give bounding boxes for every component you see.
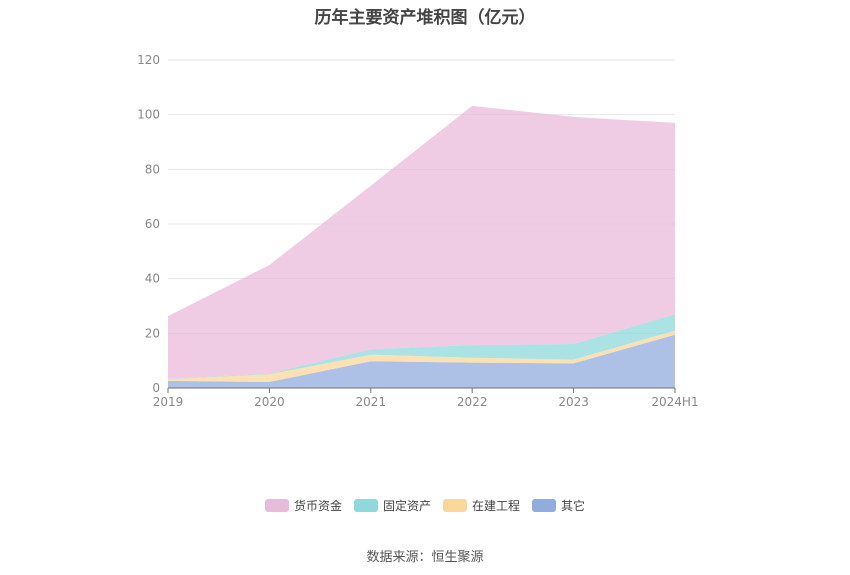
x-tick-label: 2023 xyxy=(558,395,589,409)
x-tick-label: 2024H1 xyxy=(651,395,698,409)
area-series-0 xyxy=(168,334,675,388)
x-tick-label: 2019 xyxy=(153,395,184,409)
legend-item[interactable]: 货币资金 xyxy=(264,497,342,514)
legend-swatch xyxy=(353,499,378,512)
y-tick-label: 60 xyxy=(145,217,160,231)
area-series-1 xyxy=(168,330,675,382)
legend-item[interactable]: 在建工程 xyxy=(443,497,520,514)
legend: 货币资金 固定资产 在建工程 其它 xyxy=(0,497,850,514)
x-tick-label: 2021 xyxy=(356,395,387,409)
legend-label: 货币资金 xyxy=(293,499,342,513)
legend-label: 其它 xyxy=(561,499,586,513)
x-tick-label: 2020 xyxy=(254,395,285,409)
area-series-2 xyxy=(168,314,675,380)
legend-swatch xyxy=(264,499,289,512)
y-tick-label: 80 xyxy=(145,162,160,176)
chart-title: 历年主要资产堆积图（亿元） xyxy=(314,8,536,28)
y-tick-label: 40 xyxy=(145,272,160,286)
legend-label: 固定资产 xyxy=(382,499,431,513)
axes: 0 20 40 60 80 100 120 2019 2020 2021 2022 2023 2024H… xyxy=(137,53,699,409)
area-series xyxy=(168,105,675,388)
legend-item[interactable]: 固定资产 xyxy=(353,497,431,514)
legend-swatch xyxy=(532,499,557,512)
data-source: 数据来源：恒生聚源 xyxy=(366,550,484,565)
area-series-3 xyxy=(168,105,675,380)
y-tick-label: 0 xyxy=(152,381,160,395)
y-tick-label: 120 xyxy=(137,53,160,67)
legend-label: 在建工程 xyxy=(472,499,521,513)
legend-swatch xyxy=(443,499,467,512)
x-tick-label: 2022 xyxy=(457,395,488,409)
y-tick-label: 20 xyxy=(145,326,160,340)
legend-item[interactable]: 其它 xyxy=(532,497,585,514)
y-tick-label: 100 xyxy=(137,108,160,122)
